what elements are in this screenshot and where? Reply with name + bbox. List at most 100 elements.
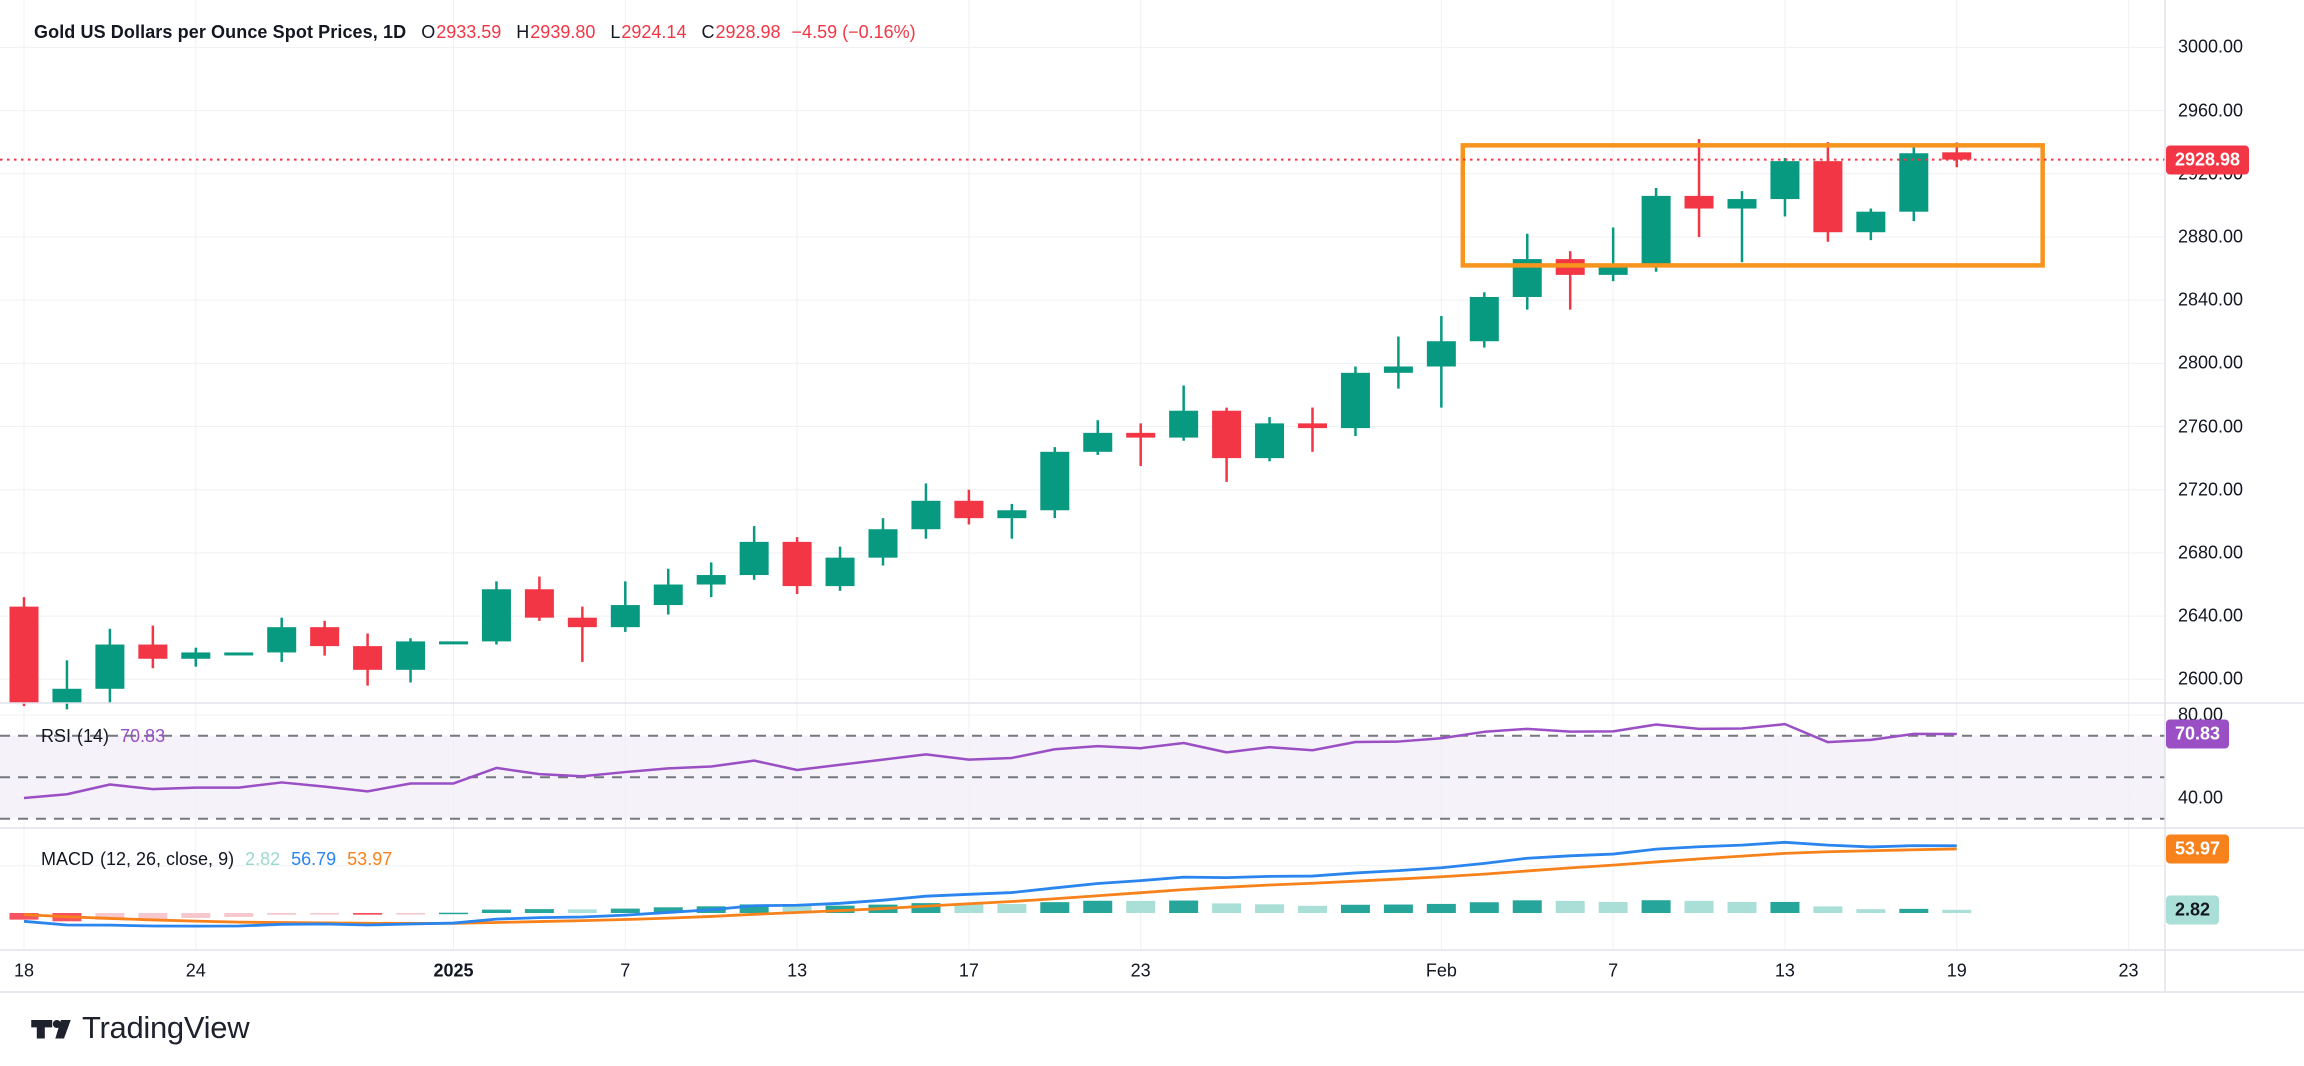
time-tick-label: 7 [1608,960,1619,981]
macd-histogram-bar [1813,906,1843,913]
candle[interactable] [481,589,511,642]
candle[interactable] [1942,152,1972,160]
high-value: 2939.80 [530,22,596,42]
rsi-tick-label: 80.00 [2178,704,2224,725]
macd-signal-line [23,847,1957,925]
macd-histogram-bar [653,907,683,913]
high-label: H [516,22,530,42]
macd-histogram-bar [1727,901,1757,913]
candle[interactable] [310,627,340,647]
candle[interactable] [997,510,1027,519]
macd-histogram-bar [267,913,297,915]
macd-histogram-bar [224,913,254,917]
macd-histogram-bar [1040,902,1070,913]
candle[interactable] [9,606,39,703]
time-tick-label: 7 [620,960,631,981]
macd-legend[interactable]: MACD (12, 26, close, 9) 2.82 56.79 53.97 [41,849,392,870]
macd-histogram-bar [1340,904,1370,913]
candle[interactable] [524,589,554,618]
candle[interactable] [353,646,383,670]
rsi-tick-label: 40.00 [2178,787,2224,808]
candle[interactable] [1126,432,1156,438]
macd-histogram-bar [524,909,554,913]
time-tick-label: 17 [958,960,979,981]
time-tick-label: 19 [1946,960,1967,981]
candle[interactable] [95,644,125,689]
macd-histogram-bar [9,913,39,920]
macd-histogram-bar [739,904,769,913]
macd-name: MACD [41,849,94,869]
time-tick-label: Feb [1425,960,1457,981]
highlight-box[interactable] [1460,143,2045,268]
candle[interactable] [267,627,297,653]
macd-histogram-bar [911,903,941,913]
time-tick-label: 23 [1130,960,1151,981]
candle[interactable] [653,584,683,606]
candle[interactable] [1899,153,1929,212]
macd-histogram-bar [95,913,125,920]
candle[interactable] [1813,161,1843,233]
open-value: 2933.59 [436,22,502,42]
candle[interactable] [782,541,812,587]
price-tick-label: 2960.00 [2178,100,2244,121]
price-tick-label: 2680.00 [2178,542,2244,563]
candle[interactable] [1169,410,1199,438]
candle[interactable] [1340,372,1370,429]
candle[interactable] [396,641,426,670]
candle[interactable] [954,500,984,519]
candle[interactable] [1298,423,1327,429]
macd-histogram-bar [1770,901,1800,913]
candle[interactable] [1383,366,1413,373]
low-label: L [610,22,621,42]
time-tick-label: 24 [185,960,206,981]
rsi-params: (14) [77,726,110,746]
macd-histogram-bar [1856,909,1886,913]
macd-histogram-bar [396,913,426,915]
candle[interactable] [739,541,769,576]
candle[interactable] [1255,423,1285,459]
candle[interactable] [610,605,640,628]
tradingview-logo-text: TradingView [82,1010,250,1045]
candle[interactable] [1426,341,1456,367]
candle[interactable] [696,575,726,585]
candle[interactable] [1856,211,1886,233]
candle[interactable] [868,529,898,558]
price-tick-label: 2800.00 [2178,352,2244,373]
candle[interactable] [224,652,254,656]
macd-signal-badge: 53.97 [2166,834,2230,864]
candle[interactable] [1083,432,1113,452]
symbol-legend[interactable]: Gold US Dollars per Ounce Spot Prices, 1… [34,22,916,43]
candle[interactable] [825,557,855,587]
macd-histogram-bar [1469,902,1499,913]
macd-histogram-bar [181,913,211,918]
candle[interactable] [1040,451,1070,511]
candle[interactable] [1469,296,1499,342]
candle[interactable] [52,688,82,703]
macd-histogram-bar [1255,904,1285,913]
tradingview-logo[interactable]: TradingView [30,1008,250,1048]
candle[interactable] [138,644,168,659]
candle[interactable] [1641,195,1671,267]
candle[interactable] [911,500,941,530]
macd-histogram-bar [1212,903,1242,913]
macd-histogram-bar [1426,903,1456,913]
candle[interactable] [1212,410,1242,459]
candle[interactable] [567,617,597,628]
candle[interactable] [1684,195,1714,209]
macd-histogram-bar [138,913,168,920]
candle[interactable] [1727,199,1757,209]
high-value-group: H2939.80 [516,22,595,43]
candle[interactable] [181,652,211,659]
change-value: −4.59 (−0.16%) [791,22,916,42]
macd-histogram-bar [1598,901,1628,913]
macd-histogram-bar [567,909,597,913]
candle[interactable] [1770,161,1800,200]
macd-histogram-bar [310,913,340,915]
candle[interactable] [439,641,468,645]
macd-line-value: 56.79 [291,849,337,869]
rsi-legend[interactable]: RSI (14) 70.83 [41,726,165,747]
close-value-group: C2928.98 [701,22,780,43]
candle[interactable] [1598,266,1628,275]
